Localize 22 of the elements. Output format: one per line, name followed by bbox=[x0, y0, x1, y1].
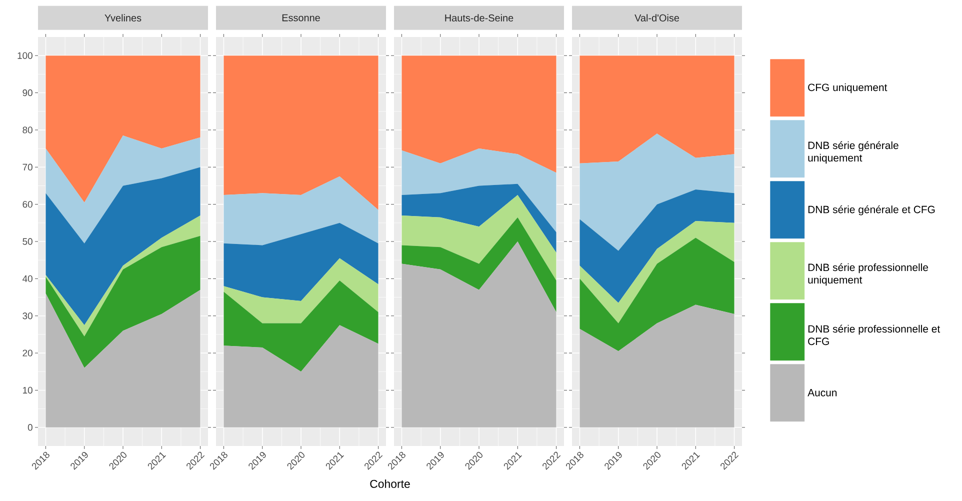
chart-title: Essonne bbox=[282, 14, 320, 22]
chart-title: Val-d'Oise bbox=[634, 14, 680, 22]
text: Aucun bbox=[808, 389, 837, 396]
y-tick-label: 20 bbox=[22, 350, 32, 356]
y-tick-label: 90 bbox=[22, 89, 32, 96]
y-tick-label: 60 bbox=[22, 200, 32, 208]
text: CFG uniquement bbox=[808, 83, 888, 94]
y-tick-label: 10 bbox=[23, 386, 32, 394]
chart-title: Hauts-de-Seine bbox=[445, 14, 514, 22]
y-tick-label: 0 bbox=[28, 424, 32, 431]
y-tick-label: 30 bbox=[22, 312, 32, 320]
y-tick-label: 80 bbox=[22, 126, 32, 134]
x-axis-title: Cohorte bbox=[370, 480, 410, 488]
text: DNB série générale uniquement bbox=[808, 141, 898, 164]
text: DNB série professionnelle uniquement bbox=[808, 263, 928, 286]
y-tick-label: 40 bbox=[22, 275, 32, 282]
text: DNB série générale et CFG bbox=[808, 205, 935, 216]
y-tick-label: 50 bbox=[22, 238, 32, 245]
text: DNB série professionnelle et CFG bbox=[808, 324, 940, 346]
y-tick-label: 70 bbox=[22, 164, 32, 170]
y-tick-label: 100 bbox=[18, 52, 32, 59]
chart-title: Yvelines bbox=[104, 14, 142, 22]
